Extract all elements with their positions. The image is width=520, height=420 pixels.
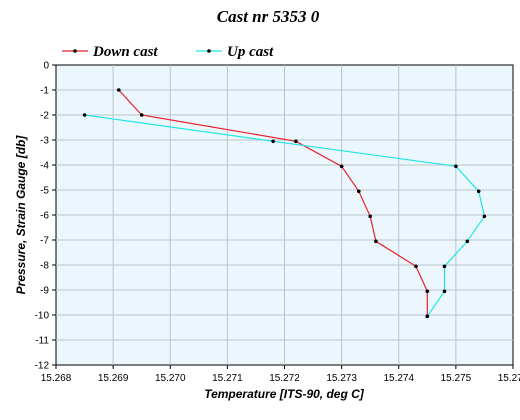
- y-tick-label: -8: [40, 261, 49, 272]
- x-tick-label: 15.270: [155, 373, 186, 384]
- data-point-up-cast: [271, 139, 275, 144]
- data-point-up-cast: [425, 314, 430, 319]
- y-axis-label: Pressure, Strain Gauge [db]: [14, 135, 28, 295]
- axes: 15.268 15.269 15.270 15.271 15.272 15.273 15.2…: [35, 61, 520, 385]
- series-layer: [82, 88, 487, 319]
- x-axis-label: Temperature [ITS-90, deg C]: [204, 387, 365, 401]
- data-point-up-cast: [465, 239, 470, 244]
- x-tick-label: 15.273: [326, 373, 357, 384]
- x-tick-label: 15.269: [98, 373, 129, 384]
- y-tick-label: -6: [40, 211, 49, 222]
- x-tick-label: 15.268: [41, 373, 72, 384]
- grid: [56, 65, 513, 365]
- legend-marker-down-cast: [73, 49, 77, 53]
- data-point-up-cast: [442, 289, 447, 294]
- y-tick-label: -7: [40, 236, 49, 247]
- data-point-down-cast: [425, 289, 430, 294]
- legend-marker-up-cast: [207, 49, 211, 53]
- legend-label-up-cast: Up cast: [227, 44, 274, 60]
- data-point-up-cast: [482, 214, 487, 219]
- data-point-down-cast: [357, 189, 361, 194]
- y-tick-label: -10: [35, 311, 50, 322]
- data-point-down-cast: [117, 88, 121, 92]
- legend: Down cast Up cast: [62, 44, 274, 60]
- y-tick-label: -12: [35, 361, 50, 372]
- data-point-down-cast: [139, 113, 144, 117]
- data-point-down-cast: [368, 214, 373, 219]
- data-point-up-cast: [82, 113, 87, 117]
- data-point-down-cast: [374, 239, 378, 244]
- series-line-down-cast: [118, 89, 428, 317]
- y-tick-label: -1: [40, 86, 49, 97]
- y-tick-label: -3: [40, 136, 49, 147]
- chart-title: Cast nr 5353 0: [217, 7, 320, 26]
- y-tick-label: -4: [40, 161, 49, 172]
- y-tick-label: -11: [35, 336, 49, 347]
- data-point-down-cast: [414, 264, 418, 269]
- legend-label-down-cast: Down cast: [92, 44, 158, 60]
- x-tick-label: 15.276: [498, 373, 520, 384]
- data-point-down-cast: [339, 164, 344, 169]
- x-tick-label: 15.274: [383, 373, 414, 384]
- y-tick-label: -5: [40, 186, 49, 197]
- y-tick-label: 0: [43, 61, 49, 72]
- x-tick-label: 15.271: [212, 373, 243, 384]
- data-point-down-cast: [294, 139, 298, 144]
- data-point-up-cast: [476, 189, 481, 194]
- y-tick-label: -2: [40, 111, 49, 122]
- y-tick-label: -9: [40, 286, 49, 297]
- x-tick-label: 15.275: [441, 373, 472, 384]
- data-point-up-cast: [442, 264, 447, 269]
- x-tick-label: 15.272: [269, 373, 300, 384]
- data-point-up-cast: [454, 164, 458, 169]
